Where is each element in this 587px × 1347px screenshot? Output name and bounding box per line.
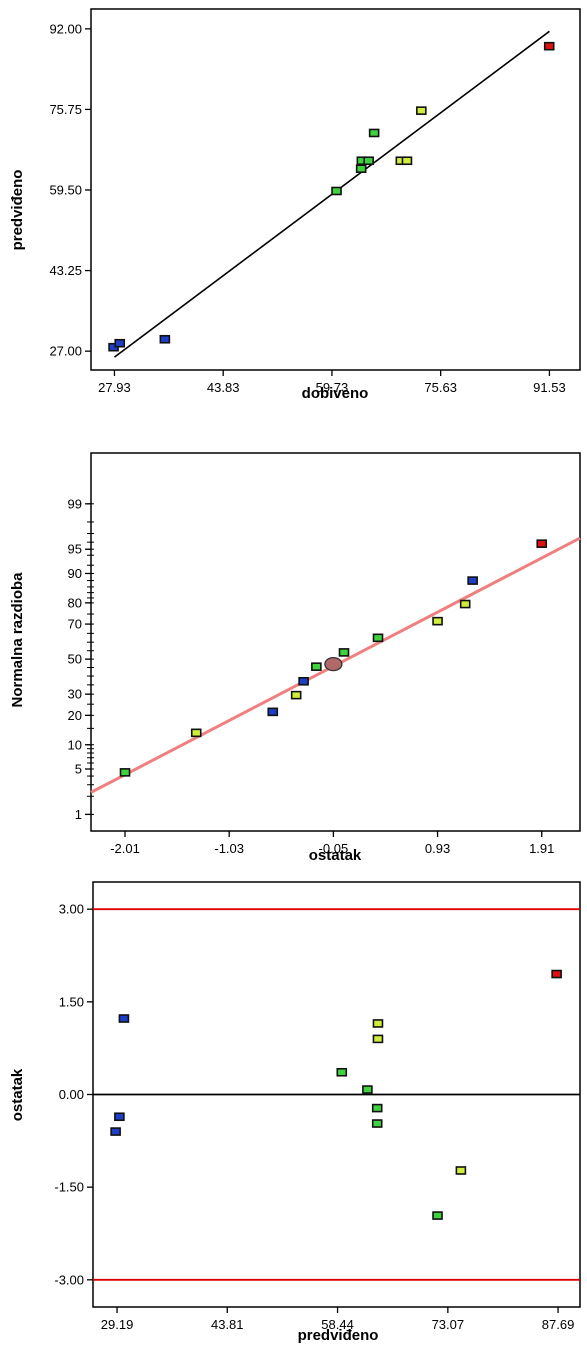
data-point [355, 164, 367, 173]
data-point [267, 707, 279, 717]
y-tick-label: 5 [75, 762, 82, 777]
x-tick-label: -1.03 [214, 841, 244, 856]
y-tick-label: 10 [68, 737, 82, 752]
y-tick-label: -3.00 [54, 1272, 84, 1287]
data-point [459, 599, 471, 609]
data-point [455, 1166, 467, 1175]
data-point [372, 633, 384, 643]
data-point [543, 41, 555, 51]
y-tick-label: 0.00 [59, 1087, 84, 1102]
y-axis-title: predviđeno [9, 170, 26, 251]
data-point [336, 1067, 348, 1077]
predicted-vs-actual-chart: 27.93 43.83 59.73 75.63 91.53 92.00 75.75 59.5… [9, 8, 581, 402]
data-point [401, 156, 413, 166]
data-point [363, 156, 374, 166]
x-tick-label: 75.63 [424, 380, 457, 395]
y-tick-label: 20 [68, 708, 82, 723]
data-point [371, 1119, 383, 1128]
data-point [118, 1014, 130, 1023]
y-tick-label: 1.50 [59, 994, 84, 1009]
data-point [338, 648, 350, 657]
plot-frame [90, 452, 581, 832]
data-point [368, 128, 380, 138]
data-point [298, 676, 309, 686]
data-point [190, 728, 202, 738]
x-tick-label: 73.07 [432, 1317, 465, 1332]
data-point [159, 334, 171, 344]
y-tick-label: 59.50 [49, 182, 82, 197]
data-point [432, 1211, 443, 1220]
y-tick-label: 75.75 [49, 102, 82, 117]
x-axis-title: dobiveno [302, 385, 369, 402]
center-marker [324, 656, 343, 672]
data-point [372, 1034, 384, 1044]
y-tick-label: 27.00 [49, 344, 82, 359]
data-point [311, 662, 322, 671]
residuals-vs-predicted-chart: 29.19 43.81 58.44 73.07 87.69 3.00 1.50 0.00 -1… [9, 881, 581, 1344]
x-tick-label: 1.91 [529, 841, 554, 856]
x-tick-label: 0.93 [425, 841, 450, 856]
y-tick-label: 80 [68, 595, 82, 610]
y-tick-label: 43.25 [49, 263, 82, 278]
x-tick-label: 43.83 [207, 380, 240, 395]
x-axis-title: predviđeno [298, 1327, 379, 1344]
x-tick-label: 29.19 [101, 1317, 134, 1332]
y-axis-title: Normalna razdioba [9, 572, 26, 708]
data-point [114, 1112, 125, 1122]
y-tick-label: 95 [68, 542, 82, 557]
x-tick-label: 91.53 [533, 380, 566, 395]
data-point [331, 186, 342, 196]
data-point [371, 1103, 383, 1113]
x-tick-label: -0.05 [319, 841, 349, 856]
data-point [290, 690, 302, 700]
y-tick-label: 92.00 [49, 21, 82, 36]
y-tick-label: 90 [68, 566, 82, 581]
data-point [432, 616, 443, 626]
x-tick-label: 58.44 [321, 1317, 354, 1332]
data-point [467, 576, 478, 585]
data-point [110, 1127, 121, 1136]
x-tick-label: 43.81 [211, 1317, 244, 1332]
y-axis-title: ostatak [9, 1068, 26, 1121]
data-point [362, 1085, 373, 1094]
y-tick-label: 50 [68, 652, 82, 667]
data-point [119, 768, 131, 777]
y-tick-label: 1 [75, 807, 82, 822]
y-tick-label: 3.00 [59, 902, 84, 917]
data-point [372, 1019, 384, 1028]
data-point [551, 969, 562, 979]
x-tick-label: -2.01 [110, 841, 140, 856]
data-point [114, 338, 126, 348]
y-tick-label: 30 [68, 687, 82, 702]
normal-probability-chart: -2.01 -1.03 -0.05 0.93 1.91 99 95 90 80 70 50 30 20… [9, 452, 581, 864]
x-tick-label: 87.69 [542, 1317, 575, 1332]
data-point [536, 539, 548, 548]
x-tick-label: 59.73 [316, 380, 349, 395]
y-tick-label: 70 [68, 617, 82, 632]
x-axis-title: ostatak [309, 847, 362, 864]
y-tick-label: 99 [68, 496, 82, 511]
data-point [416, 106, 427, 115]
y-tick-label: -1.50 [54, 1180, 84, 1195]
x-tick-label: 27.93 [98, 380, 131, 395]
